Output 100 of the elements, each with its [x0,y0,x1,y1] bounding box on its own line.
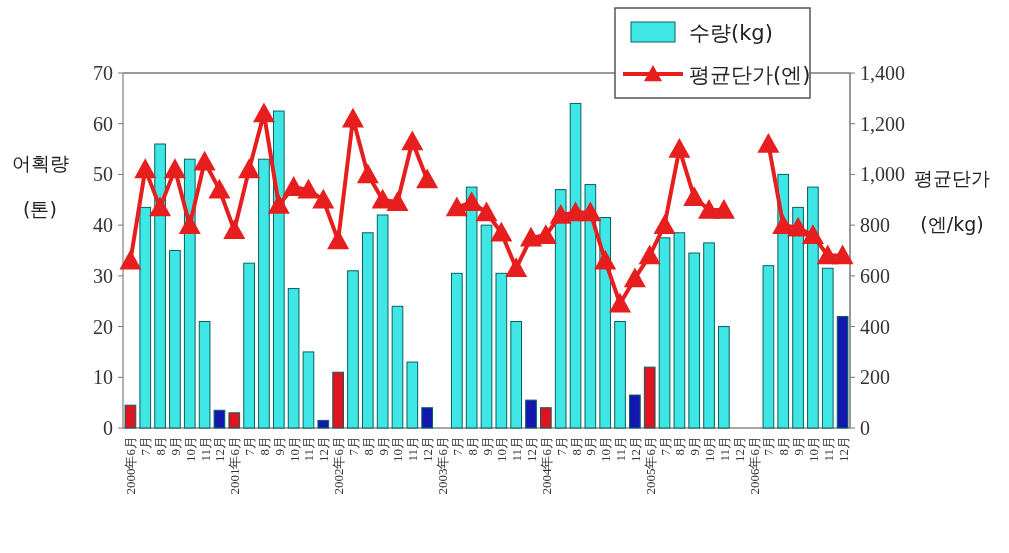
point [312,188,335,209]
point [668,138,691,158]
point [534,224,557,245]
bar [688,252,701,429]
y-tick-label: 50 [93,163,113,186]
point [638,244,661,265]
x-tick-label: 10月 [805,436,821,462]
bar [629,394,641,429]
point [801,224,824,245]
legend-label: 평균단가(엔) [689,63,811,87]
bar [302,351,315,429]
x-tick-label: 10月 [182,436,198,462]
x-tick-label: 7月 [345,436,361,456]
x-tick-label: 9月 [479,436,495,456]
y-tick-label: 10 [93,366,113,389]
bar [169,250,181,429]
x-tick-label: 9月 [583,436,599,456]
bar [272,110,285,429]
bar [450,272,463,429]
x-tick-label: 11月 [405,436,421,462]
point [712,198,735,219]
x-tick-label: 10月 [598,436,614,462]
bar [495,272,508,429]
bar [792,206,804,429]
bar [584,184,597,429]
x-tick-label: 8月 [256,436,272,456]
x-tick-label: 12月 [627,436,643,462]
point [549,204,572,224]
y-tick-label: 0 [103,417,113,439]
bar [243,262,255,429]
y2-tick-label: 400 [860,315,890,338]
point [386,191,409,212]
point [356,163,379,184]
bar [614,321,626,429]
point [831,244,854,265]
bar [673,232,686,429]
x-tick-label: 9月 [375,436,391,456]
y2-tick-label: 1,400 [860,62,905,84]
point [505,257,528,278]
bar [569,102,582,429]
x-tick-label: 10月 [390,436,406,462]
point [178,214,201,234]
point [757,133,780,153]
bar [777,173,790,429]
bar [554,189,567,429]
x-tick-label: 2003年6月 [434,436,450,495]
x-tick-label: 9月 [687,436,703,456]
x-tick-label: 9月 [791,436,807,456]
point [327,229,350,250]
bar [480,224,493,429]
x-tick-label: 12月 [316,436,332,462]
bar [332,371,344,429]
bar [139,206,152,429]
bar [807,186,819,429]
point [223,219,246,240]
y-tick-label: 30 [93,264,113,287]
x-tick-label: 12月 [731,436,747,462]
point [416,168,439,189]
bar [317,419,330,429]
bar [510,321,523,429]
bar [228,412,241,429]
y2-tick-label: 0 [860,417,870,439]
point [119,249,142,270]
x-tick-label: 12月 [835,436,851,462]
x-tick-label: 7月 [553,436,569,456]
x-tick-label: 10月 [494,436,510,462]
point [371,188,394,209]
x-tick-label: 8月 [360,436,376,456]
bar [836,315,849,429]
point [445,196,468,217]
x-tick-label: 7月 [449,436,465,456]
x-tick-label: 11月 [301,436,317,462]
point [401,130,424,151]
point [653,214,676,234]
bar [347,270,359,429]
x-tick-label: 7月 [138,436,154,456]
bar [540,407,552,429]
x-tick-label: 2005年6月 [642,436,658,495]
legend-label: 수량(kg) [689,21,773,45]
y2-tick-label: 600 [860,264,890,287]
point [252,102,275,123]
bar [718,326,730,429]
x-tick-label: 12月 [212,436,228,462]
bar [213,409,226,429]
x-tick-label: 8月 [464,436,480,456]
point [341,107,364,128]
point [579,201,602,222]
y-tick-label: 40 [93,214,113,237]
point [683,186,706,207]
bar [154,143,166,429]
x-tick-label: 10月 [286,436,302,462]
y2-tick-label: 200 [860,366,890,389]
y2-tick-label: 1,000 [860,163,905,186]
bar [391,305,404,429]
point [475,201,498,222]
x-tick-label: 2004年6月 [538,436,554,495]
bar [198,321,211,429]
bar [658,237,671,429]
bar [258,158,270,429]
point [460,191,483,212]
